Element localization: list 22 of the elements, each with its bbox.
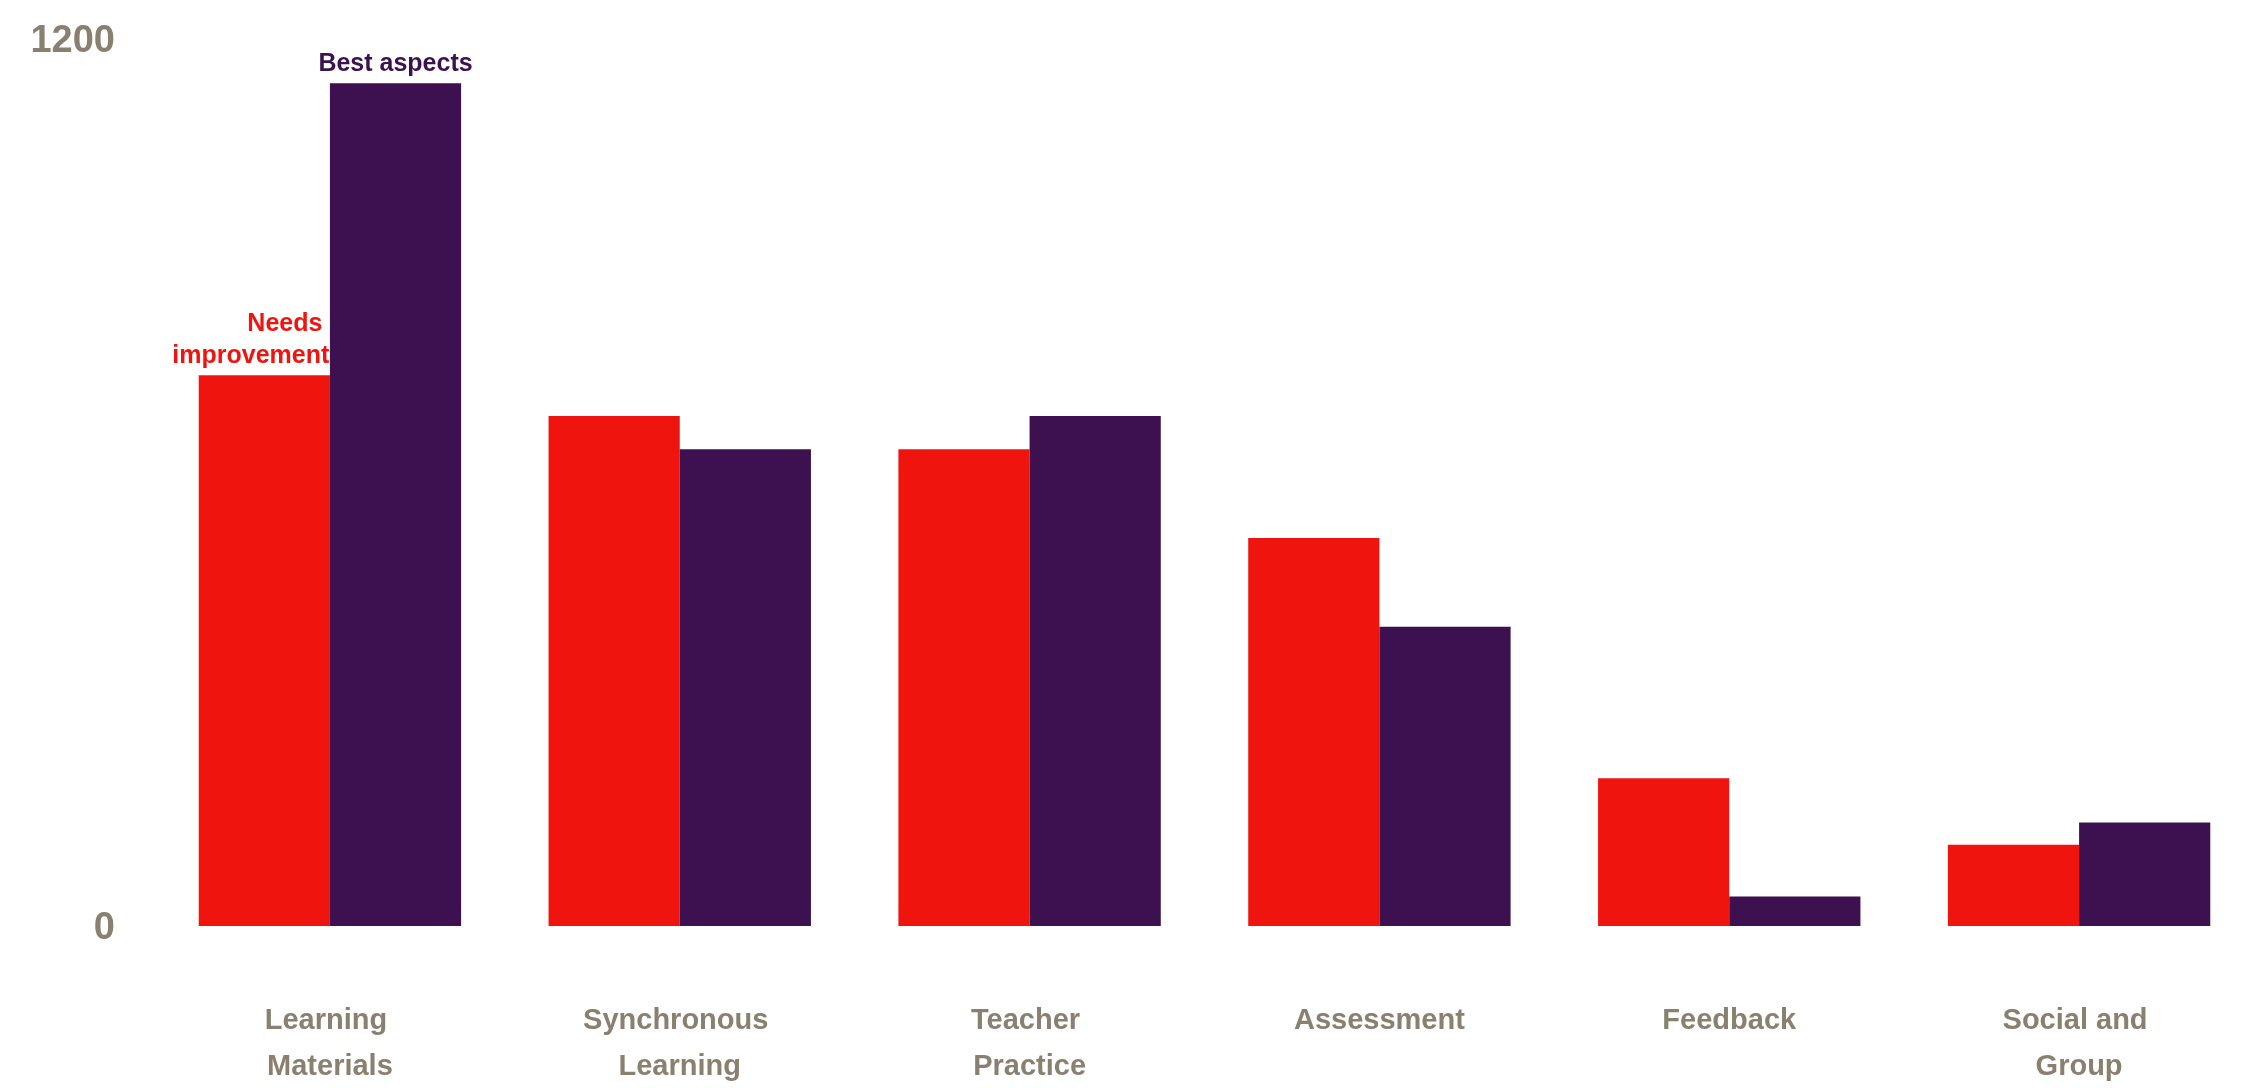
y-tick-label: 1200 (30, 18, 115, 60)
y-tick-label: 0 (93, 905, 115, 947)
x-tick-label: Social and Group (2002, 1003, 2156, 1081)
bar (329, 83, 462, 926)
x-tick-label: Synchronous Learning (583, 1003, 777, 1081)
bar (1029, 415, 1161, 926)
bar (548, 415, 680, 926)
x-tick-label: Teacher Practice (971, 1003, 1089, 1081)
bar (898, 449, 1030, 926)
bar (1598, 778, 1730, 926)
bar (1729, 896, 1861, 926)
bar (1379, 626, 1511, 926)
bar (198, 375, 330, 926)
x-tick-label: Learning Materials (264, 1003, 396, 1081)
x-tick-label: Feedback (1662, 1003, 1798, 1035)
bar (1248, 537, 1380, 926)
series-label: Needs improvement (172, 308, 330, 369)
bar (2079, 822, 2211, 926)
x-tick-label: Assessment (1293, 1003, 1466, 1035)
bar (679, 449, 811, 926)
series-label: Best aspects (318, 48, 473, 77)
bar (1947, 844, 2080, 926)
